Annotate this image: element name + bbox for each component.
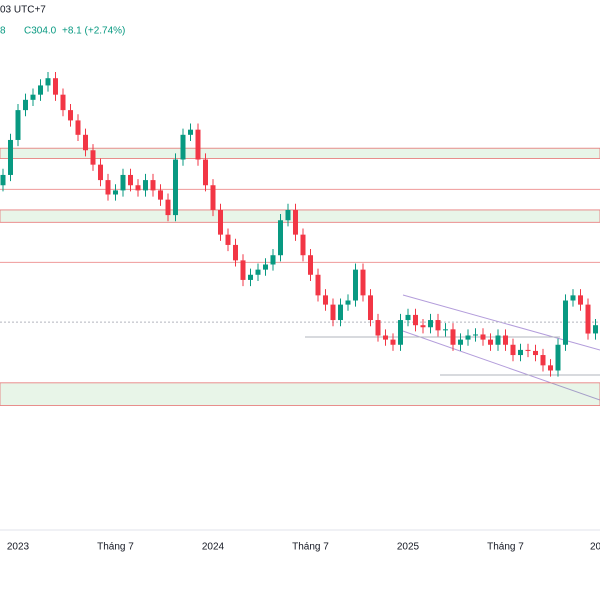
candle-body xyxy=(270,255,276,265)
candle-body xyxy=(443,329,448,331)
candle-body xyxy=(180,134,186,160)
candle-body xyxy=(120,174,126,191)
candle-body xyxy=(465,335,471,340)
candle-body xyxy=(458,339,463,345)
trend-line xyxy=(399,329,600,401)
candle-body xyxy=(488,339,493,345)
candle-body xyxy=(308,255,313,275)
candle-body xyxy=(248,274,253,280)
candle-body xyxy=(495,335,501,345)
header-change: +8.1 (+2.74%) xyxy=(62,26,125,37)
candle-body xyxy=(53,78,58,95)
candle-body xyxy=(420,325,426,328)
candle-body xyxy=(60,94,66,111)
candle-body xyxy=(533,350,538,356)
candle-body xyxy=(98,164,103,181)
candle-body xyxy=(398,320,403,345)
candle-body xyxy=(578,295,583,305)
candle-body xyxy=(450,329,456,345)
candle-body xyxy=(353,269,358,301)
candle-body xyxy=(323,295,328,305)
x-tick-label: Tháng 7 xyxy=(292,542,329,553)
candle-body xyxy=(585,304,591,334)
candle-body xyxy=(150,180,156,191)
x-tick-label: Tháng 7 xyxy=(487,542,524,553)
candle-body xyxy=(45,78,51,86)
candle-body xyxy=(428,320,433,328)
candle-body xyxy=(90,150,96,165)
candle-body xyxy=(113,190,118,195)
x-tick-label: Tháng 7 xyxy=(97,542,134,553)
candle-body xyxy=(210,185,216,210)
candle-body xyxy=(548,365,553,371)
candle-body xyxy=(143,180,148,191)
candle-body xyxy=(30,94,36,100)
candle-body xyxy=(405,314,411,321)
zone xyxy=(0,382,600,406)
x-tick-label: 2025 xyxy=(397,542,420,553)
x-tick-label: 2023 xyxy=(7,542,30,553)
candle-body xyxy=(338,304,343,321)
candle-body xyxy=(345,300,351,305)
candle-body xyxy=(293,209,298,235)
candle-body xyxy=(23,99,28,111)
candle-body xyxy=(75,120,81,135)
candle-body xyxy=(240,260,246,280)
candle-body xyxy=(375,320,381,336)
candle-body xyxy=(225,234,231,245)
candle-body xyxy=(83,134,88,151)
zone xyxy=(0,147,600,159)
candle-body xyxy=(218,209,223,235)
candle-body xyxy=(510,344,516,356)
candle-body xyxy=(518,349,523,356)
candle-body xyxy=(135,185,141,191)
candle-body xyxy=(0,174,6,186)
candle-body xyxy=(593,325,598,334)
zone xyxy=(0,209,600,223)
header-time: 03 UTC+7 xyxy=(0,5,46,16)
candle-body xyxy=(570,295,576,301)
candle-body xyxy=(435,320,441,331)
candle-body xyxy=(473,334,478,336)
candle-body xyxy=(368,295,373,321)
candle-body xyxy=(540,355,546,366)
candle-body xyxy=(188,129,193,135)
candle-body xyxy=(555,344,561,371)
candle-body xyxy=(563,300,568,345)
candle-body xyxy=(38,85,43,95)
candle-body xyxy=(195,129,201,160)
candle-body xyxy=(8,139,13,175)
x-tick-label: 20 xyxy=(590,542,600,553)
x-tick-label: 2024 xyxy=(202,542,225,553)
candle-body xyxy=(315,274,321,296)
candle-body xyxy=(360,269,366,296)
candle-body xyxy=(503,335,508,345)
candle-body xyxy=(390,339,396,345)
candle-body xyxy=(68,110,73,121)
candle-body xyxy=(233,244,238,261)
candle-body xyxy=(165,199,171,216)
candle-body xyxy=(173,159,178,216)
candle-body xyxy=(480,334,486,340)
candle-body xyxy=(105,180,111,195)
candle-body xyxy=(278,220,283,256)
candle-body xyxy=(413,314,418,326)
candle-body xyxy=(525,349,531,351)
candle-body xyxy=(255,269,261,275)
plot-area xyxy=(0,72,600,406)
candle-body xyxy=(15,110,21,140)
candle-body xyxy=(285,209,291,221)
header-fragment: 8 xyxy=(0,26,6,37)
candle-body xyxy=(263,264,268,270)
header-close: C304.0 xyxy=(24,26,57,37)
candle-body xyxy=(158,190,163,200)
candle-body xyxy=(383,335,388,340)
candle-body xyxy=(330,304,336,321)
candle-body xyxy=(203,159,208,186)
candle-body xyxy=(128,174,133,186)
candle-body xyxy=(300,234,306,256)
